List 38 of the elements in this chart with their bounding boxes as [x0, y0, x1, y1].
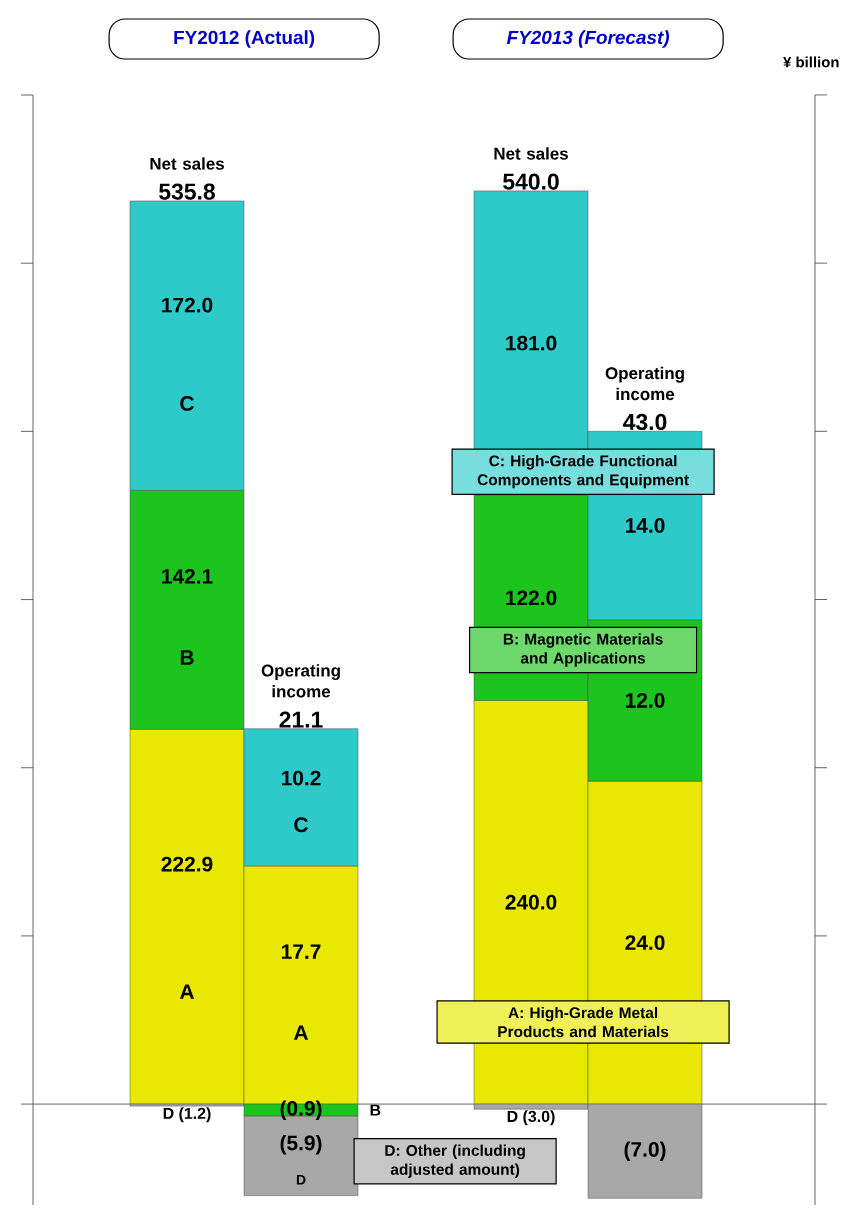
annotation: B — [370, 1104, 381, 1116]
y-axis-title: ¥ billion — [783, 56, 839, 68]
data-label: 12.0 — [625, 693, 665, 708]
data-label: 14.0 — [625, 518, 665, 533]
x-tick-label: Net sales — [494, 147, 568, 160]
data-label: 172.0 — [162, 297, 213, 313]
x-tick-label: Operating income — [261, 664, 340, 698]
annotation: A — [293, 1025, 309, 1040]
x-tick-label: Net sales — [150, 157, 224, 170]
annotation: A — [179, 984, 195, 999]
data-label: 24.0 — [625, 935, 665, 951]
data-label: 222.9 — [161, 856, 213, 872]
total-label: 535.8 — [159, 183, 215, 200]
annotation: D — [296, 1174, 306, 1185]
data-label: (5.9) — [280, 1135, 322, 1155]
annotation: B: Magnetic Materials and Applications — [503, 633, 663, 667]
total-label: 21.1 — [279, 711, 323, 728]
data-label: 240.0 — [505, 894, 557, 910]
data-label: D (1.2) — [163, 1107, 211, 1123]
text: FY2012 (Actual) — [174, 30, 315, 48]
data-label: D (3.0) — [507, 1110, 555, 1126]
data-label: (0.9) — [280, 1100, 322, 1120]
x-tick-label: Operating income — [605, 366, 684, 401]
annotation: C: High-Grade Functional Components and Equipment — [477, 455, 689, 489]
data-label: 181.0 — [506, 335, 557, 351]
text: FY2013 (Forecast) — [506, 30, 670, 48]
data-label: 17.7 — [281, 944, 321, 959]
total-label: 43.0 — [623, 413, 667, 431]
data-label: (7.0) — [624, 1141, 666, 1161]
annotation: D: Other (including adjusted amount) — [385, 1144, 525, 1178]
annotation: C — [180, 396, 194, 411]
data-label: 122.0 — [506, 590, 557, 606]
data-label: 142.1 — [162, 568, 213, 584]
total-label: 540.0 — [503, 173, 559, 190]
annotation: A: High-Grade Metal Products and Materials — [498, 1006, 669, 1038]
annotation: C — [294, 817, 308, 833]
annotation: B — [180, 650, 194, 665]
data-label: 10.2 — [281, 770, 321, 786]
